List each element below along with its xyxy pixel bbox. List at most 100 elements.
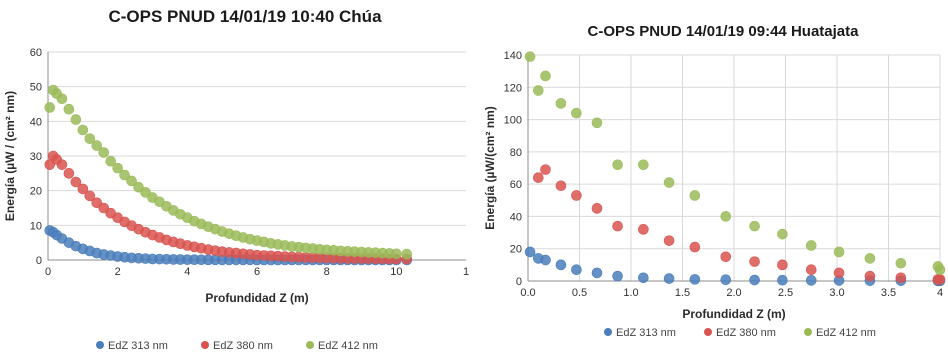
y-tick-label: 50 bbox=[30, 82, 42, 94]
chart-huatajata-svg: C-OPS PNUD 14/01/19 09:44 Huatajata 0 20 40… bbox=[483, 23, 946, 339]
data-point bbox=[749, 274, 760, 286]
legend-label: EdZ 380 nm bbox=[716, 327, 776, 339]
data-point bbox=[833, 246, 845, 258]
legend-label: EdZ 313 nm bbox=[108, 340, 168, 352]
x-tick-label: 8 bbox=[324, 266, 330, 278]
data-point bbox=[663, 235, 675, 246]
data-point bbox=[571, 107, 582, 119]
data-point bbox=[91, 140, 103, 151]
x-axis-title: Profundidad Z (m) bbox=[682, 307, 785, 321]
data-point bbox=[540, 164, 551, 175]
y-tick-label: 20 bbox=[510, 244, 522, 256]
y-tick-label: 140 bbox=[504, 50, 522, 62]
data-point bbox=[126, 175, 137, 187]
data-point bbox=[805, 275, 817, 286]
data-point bbox=[555, 180, 567, 192]
y-tick-label: 10 bbox=[30, 220, 42, 232]
data-point bbox=[391, 248, 402, 260]
chart-chua: C-OPS PNUD 14/01/19 10:40 Chúa 0 10 20 30 40 5… bbox=[0, 0, 470, 355]
legend-marker bbox=[604, 328, 612, 336]
data-point bbox=[98, 147, 110, 158]
x-tick-label: 2.5 bbox=[778, 287, 793, 299]
data-point bbox=[532, 172, 544, 183]
data-point bbox=[805, 240, 817, 251]
data-point bbox=[749, 220, 760, 232]
x-tick-label: 2 bbox=[115, 266, 121, 278]
data-point bbox=[591, 267, 603, 279]
data-point bbox=[77, 124, 89, 136]
data-point bbox=[84, 133, 96, 144]
legend-label: EdZ 412 nm bbox=[816, 327, 876, 339]
y-tick-label: 20 bbox=[30, 186, 42, 198]
legend-label: EdZ 412 nm bbox=[318, 340, 378, 352]
data-point bbox=[84, 190, 96, 202]
x-tick-label: 0 bbox=[45, 266, 51, 278]
data-point bbox=[540, 70, 551, 82]
data-point bbox=[749, 256, 760, 267]
data-point bbox=[663, 177, 675, 188]
y-tick-label: 30 bbox=[30, 151, 42, 163]
chart-huatajata: C-OPS PNUD 14/01/19 09:44 Huatajata 0 20 40… bbox=[478, 0, 948, 355]
data-point bbox=[934, 264, 946, 276]
data-point bbox=[612, 270, 623, 282]
data-point bbox=[777, 228, 788, 240]
legend-marker bbox=[201, 341, 209, 349]
legend-label: EdZ 313 nm bbox=[616, 327, 676, 339]
x-tick-label: 1.0 bbox=[623, 287, 638, 299]
legend-marker bbox=[96, 341, 104, 349]
x-tick-label: 6 bbox=[254, 266, 260, 278]
data-point bbox=[777, 274, 788, 286]
y-tick-label: 40 bbox=[510, 211, 522, 223]
data-point bbox=[70, 114, 82, 125]
series-edz-380-nm bbox=[44, 150, 413, 265]
data-point bbox=[689, 190, 701, 201]
x-tick-label: 1.5 bbox=[675, 287, 690, 299]
y-tick-label: 40 bbox=[30, 116, 42, 128]
data-point bbox=[805, 264, 817, 276]
legend-marker bbox=[306, 341, 314, 349]
chart-chua-svg: C-OPS PNUD 14/01/19 10:40 Chúa 0 10 20 30 40 5… bbox=[3, 7, 469, 352]
series-edz-412-nm bbox=[44, 84, 413, 260]
series-edz-313-nm bbox=[524, 246, 946, 287]
data-point bbox=[638, 272, 649, 284]
data-point bbox=[663, 273, 675, 284]
x-tick-label: 4 bbox=[184, 266, 190, 278]
data-point bbox=[638, 224, 649, 235]
data-point bbox=[720, 211, 732, 222]
data-point bbox=[63, 168, 75, 179]
data-point bbox=[119, 169, 130, 181]
chart-title: C-OPS PNUD 14/01/19 10:40 Chúa bbox=[108, 7, 382, 26]
data-point bbox=[56, 93, 68, 105]
x-tick-label: 2.0 bbox=[726, 287, 741, 299]
x-tick-label: 3.5 bbox=[881, 287, 896, 299]
y-tick-label: 0 bbox=[516, 276, 522, 288]
series-edz-380-nm bbox=[532, 164, 946, 285]
y-tick-label: 60 bbox=[510, 179, 522, 191]
data-point bbox=[895, 257, 907, 269]
y-axis-title: Energía (µW / (cm² nm) bbox=[3, 91, 17, 221]
data-point bbox=[555, 259, 567, 271]
data-point bbox=[63, 103, 75, 115]
legend-label: EdZ 380 nm bbox=[213, 340, 273, 352]
data-point bbox=[591, 117, 603, 129]
data-point bbox=[934, 274, 946, 285]
data-point bbox=[720, 274, 732, 286]
data-point bbox=[864, 270, 876, 282]
data-point bbox=[638, 159, 649, 171]
data-point bbox=[833, 267, 845, 279]
data-point bbox=[524, 51, 536, 62]
data-point bbox=[44, 102, 56, 113]
data-point bbox=[895, 272, 907, 284]
y-tick-label: 100 bbox=[504, 115, 522, 127]
chart-title: C-OPS PNUD 14/01/19 09:44 Huatajata bbox=[588, 23, 860, 40]
data-point bbox=[70, 176, 82, 188]
x-tick-label: 0.0 bbox=[520, 287, 535, 299]
x-tick-label: 3.0 bbox=[829, 287, 844, 299]
series-edz-412-nm bbox=[524, 51, 946, 276]
data-point bbox=[532, 85, 544, 96]
x-tick-label: 0.5 bbox=[572, 287, 587, 299]
data-point bbox=[864, 253, 876, 264]
data-point bbox=[56, 159, 68, 170]
y-tick-label: 120 bbox=[504, 82, 522, 94]
y-tick-label: 80 bbox=[510, 147, 522, 159]
